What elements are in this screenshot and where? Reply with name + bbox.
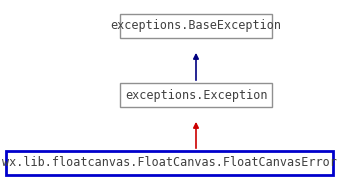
FancyBboxPatch shape [120, 14, 272, 38]
Text: exceptions.BaseException: exceptions.BaseException [111, 20, 281, 33]
Text: wx.lib.floatcanvas.FloatCanvas.FloatCanvasError: wx.lib.floatcanvas.FloatCanvas.FloatCanv… [2, 157, 336, 169]
FancyBboxPatch shape [5, 151, 333, 175]
Text: exceptions.Exception: exceptions.Exception [125, 89, 267, 102]
FancyBboxPatch shape [120, 83, 272, 107]
